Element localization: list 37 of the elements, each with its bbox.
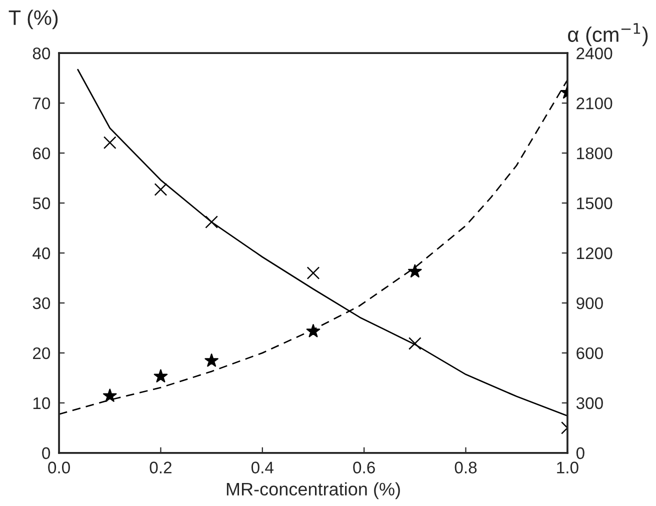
point bbox=[154, 183, 168, 196]
point bbox=[306, 266, 320, 280]
y-tick-label: 40 bbox=[32, 247, 50, 260]
x-axis-title: MR-concentration (%) bbox=[226, 482, 400, 500]
y-tick-label: 50 bbox=[32, 197, 50, 210]
y2-tick-label: 0 bbox=[576, 447, 584, 460]
y2-tick-label: 1200 bbox=[577, 247, 612, 260]
y2-tick-label: 600 bbox=[576, 347, 603, 360]
point bbox=[204, 354, 218, 367]
point bbox=[102, 388, 117, 402]
y2-tick-label: 1500 bbox=[577, 197, 612, 210]
y2-axis-title: α (cm$^{−1}$) bbox=[568, 23, 648, 46]
x-tick-label: 0.0 bbox=[48, 462, 70, 474]
y2-tick-label: 900 bbox=[576, 297, 603, 310]
y-tick-label: 10 bbox=[33, 397, 50, 410]
x-tick-label: 1.0 bbox=[557, 462, 578, 474]
x-tick-label: 0.8 bbox=[454, 462, 477, 474]
y-tick-label: 30 bbox=[32, 297, 50, 310]
y-tick-label: 70 bbox=[33, 98, 50, 110]
x-tick-label: 0.4 bbox=[251, 462, 274, 474]
point bbox=[154, 369, 168, 382]
y-tick-label: 20 bbox=[33, 347, 50, 360]
x-tick-label: 0.2 bbox=[150, 462, 172, 474]
y2-tick-label: 1800 bbox=[577, 147, 612, 160]
y-tick-label: 60 bbox=[33, 147, 50, 160]
y2-tick-label: 300 bbox=[576, 397, 603, 410]
point bbox=[408, 264, 422, 278]
point bbox=[408, 337, 422, 350]
y2-tick-label: 2400 bbox=[576, 48, 612, 60]
y2-tick-label: 2100 bbox=[576, 98, 612, 110]
point bbox=[103, 136, 116, 150]
point bbox=[205, 216, 218, 228]
point bbox=[306, 324, 320, 338]
y-axis-title: T (%) bbox=[8, 10, 58, 30]
y-tick-label: 0 bbox=[42, 447, 50, 460]
x-tick-label: 0.6 bbox=[353, 462, 375, 474]
y-tick-label: 80 bbox=[32, 48, 50, 60]
